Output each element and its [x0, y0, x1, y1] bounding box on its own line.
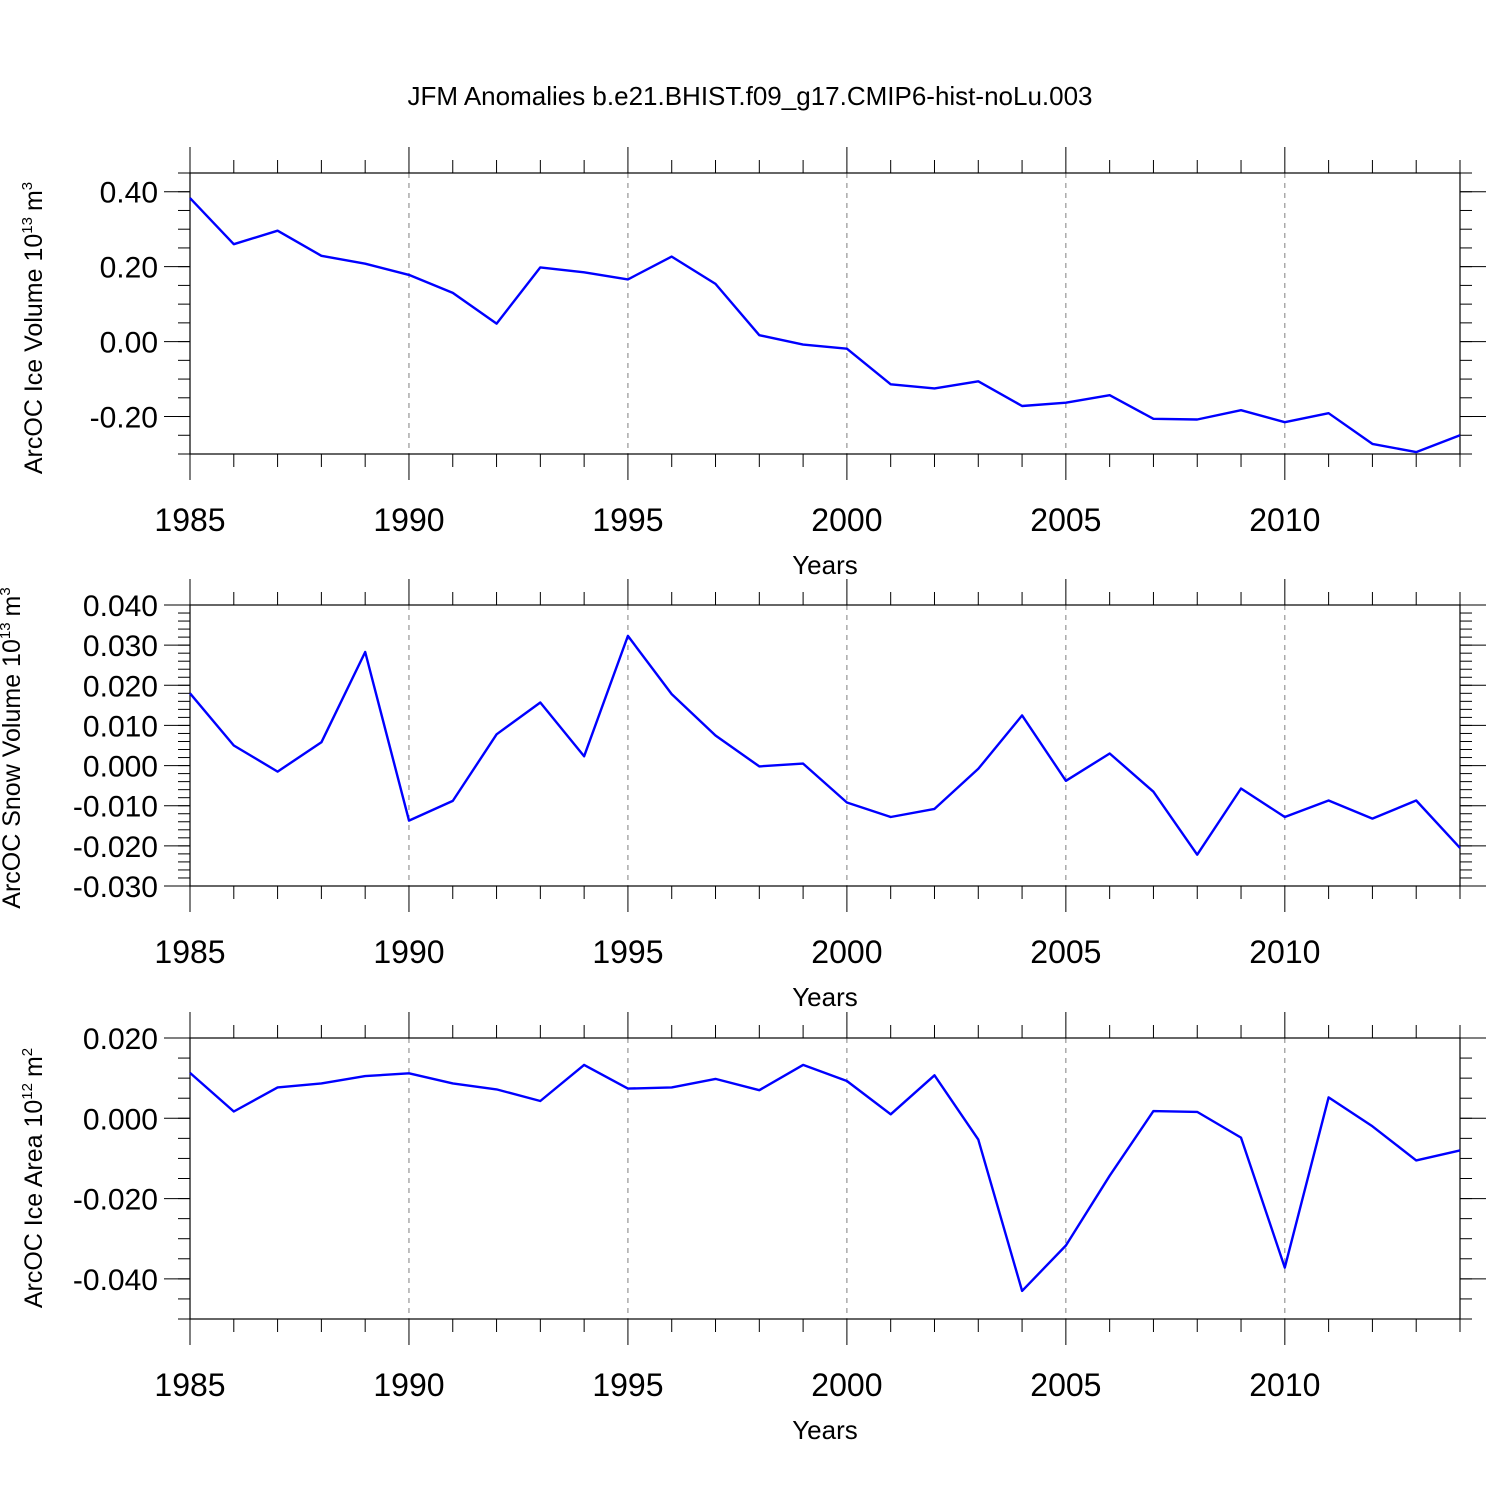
- snow-volume-y-tick-label: 0.000: [83, 751, 158, 784]
- ice-volume-y-tick-label: 0.40: [100, 177, 158, 210]
- snow-volume-y-tick-label: -0.020: [73, 831, 158, 864]
- snow-volume-panel: 1985 1990 1995 2000 2005 2010 0.040 0.030 0.020 0…: [0, 579, 1486, 1012]
- ice-volume-x-tick-label: 2010: [1249, 502, 1320, 538]
- ice-area-series-line: [189, 1063, 1461, 1293]
- snow-volume-x-tick-label: 2010: [1249, 934, 1320, 970]
- ice-volume-y-tick-label: 0.20: [100, 252, 158, 285]
- snow-volume-y-axis-label: ArcOC Snow Volume 1013m3: [0, 587, 26, 908]
- ice-area-panel: 1985 1990 1995 2000 2005 2010 0.020 0.000 -0.020…: [19, 1012, 1486, 1445]
- ice-volume-panel: 1985 1990 1995 2000 2005 2010 0.40 0.20 0.00 -0.2…: [19, 147, 1486, 580]
- ice-volume-y-tick-label: 0.00: [100, 327, 158, 360]
- snow-volume-x-tick-label: 1985: [154, 934, 225, 970]
- snow-volume-x-axis-label: Years: [792, 982, 858, 1012]
- ice-area-x-tick-label: 2005: [1030, 1367, 1101, 1403]
- snow-volume-plot-frame: [189, 604, 1461, 887]
- ice-area-x-axis-label: Years: [792, 1415, 858, 1445]
- ice-volume-series-line: [189, 197, 1461, 454]
- snow-volume-y-tick-label: 0.030: [83, 630, 158, 663]
- snow-volume-y-tick-label: -0.010: [73, 791, 158, 824]
- ice-volume-y-tick-label: -0.20: [90, 402, 158, 435]
- ice-volume-x-axis-label: Years: [792, 550, 858, 580]
- ice-volume-plot-frame: [189, 172, 1461, 455]
- snow-volume-y-tick-label: 0.010: [83, 710, 158, 743]
- snow-volume-x-tick-label: 2005: [1030, 934, 1101, 970]
- ice-volume-x-tick-label: 2000: [811, 502, 882, 538]
- ice-volume-x-tick-label: 1990: [373, 502, 444, 538]
- ice-area-y-tick-label: -0.040: [73, 1264, 158, 1297]
- ice-area-x-tick-label: 1995: [592, 1367, 663, 1403]
- snow-volume-y-tick-label: 0.020: [83, 670, 158, 703]
- ice-area-y-tick-label: 0.000: [83, 1103, 158, 1136]
- snow-volume-x-tick-label: 2000: [811, 934, 882, 970]
- ice-area-y-axis-label: ArcOC Ice Area 1012m2: [19, 1048, 48, 1308]
- ice-volume-x-tick-label: 2005: [1030, 502, 1101, 538]
- ice-volume-x-tick-label: 1985: [154, 502, 225, 538]
- ice-area-y-tick-label: 0.020: [83, 1023, 158, 1056]
- ice-area-plot-frame: [189, 1037, 1461, 1320]
- snow-volume-y-tick-label: -0.030: [73, 871, 158, 904]
- figure-title: JFM Anomalies b.e21.BHIST.f09_g17.CMIP6-…: [407, 81, 1092, 111]
- snow-volume-x-tick-label: 1990: [373, 934, 444, 970]
- ice-area-x-tick-label: 2010: [1249, 1367, 1320, 1403]
- ice-area-y-tick-label: -0.020: [73, 1184, 158, 1217]
- snow-volume-y-tick-label: 0.040: [83, 590, 158, 623]
- ice-area-x-tick-label: 1985: [154, 1367, 225, 1403]
- ice-area-x-tick-label: 1990: [373, 1367, 444, 1403]
- ice-area-x-tick-label: 2000: [811, 1367, 882, 1403]
- ice-volume-y-axis-label: ArcOC Ice Volume 1013m3: [19, 182, 48, 474]
- ice-volume-x-tick-label: 1995: [592, 502, 663, 538]
- snow-volume-x-tick-label: 1995: [592, 934, 663, 970]
- snow-volume-series-line: [189, 634, 1461, 856]
